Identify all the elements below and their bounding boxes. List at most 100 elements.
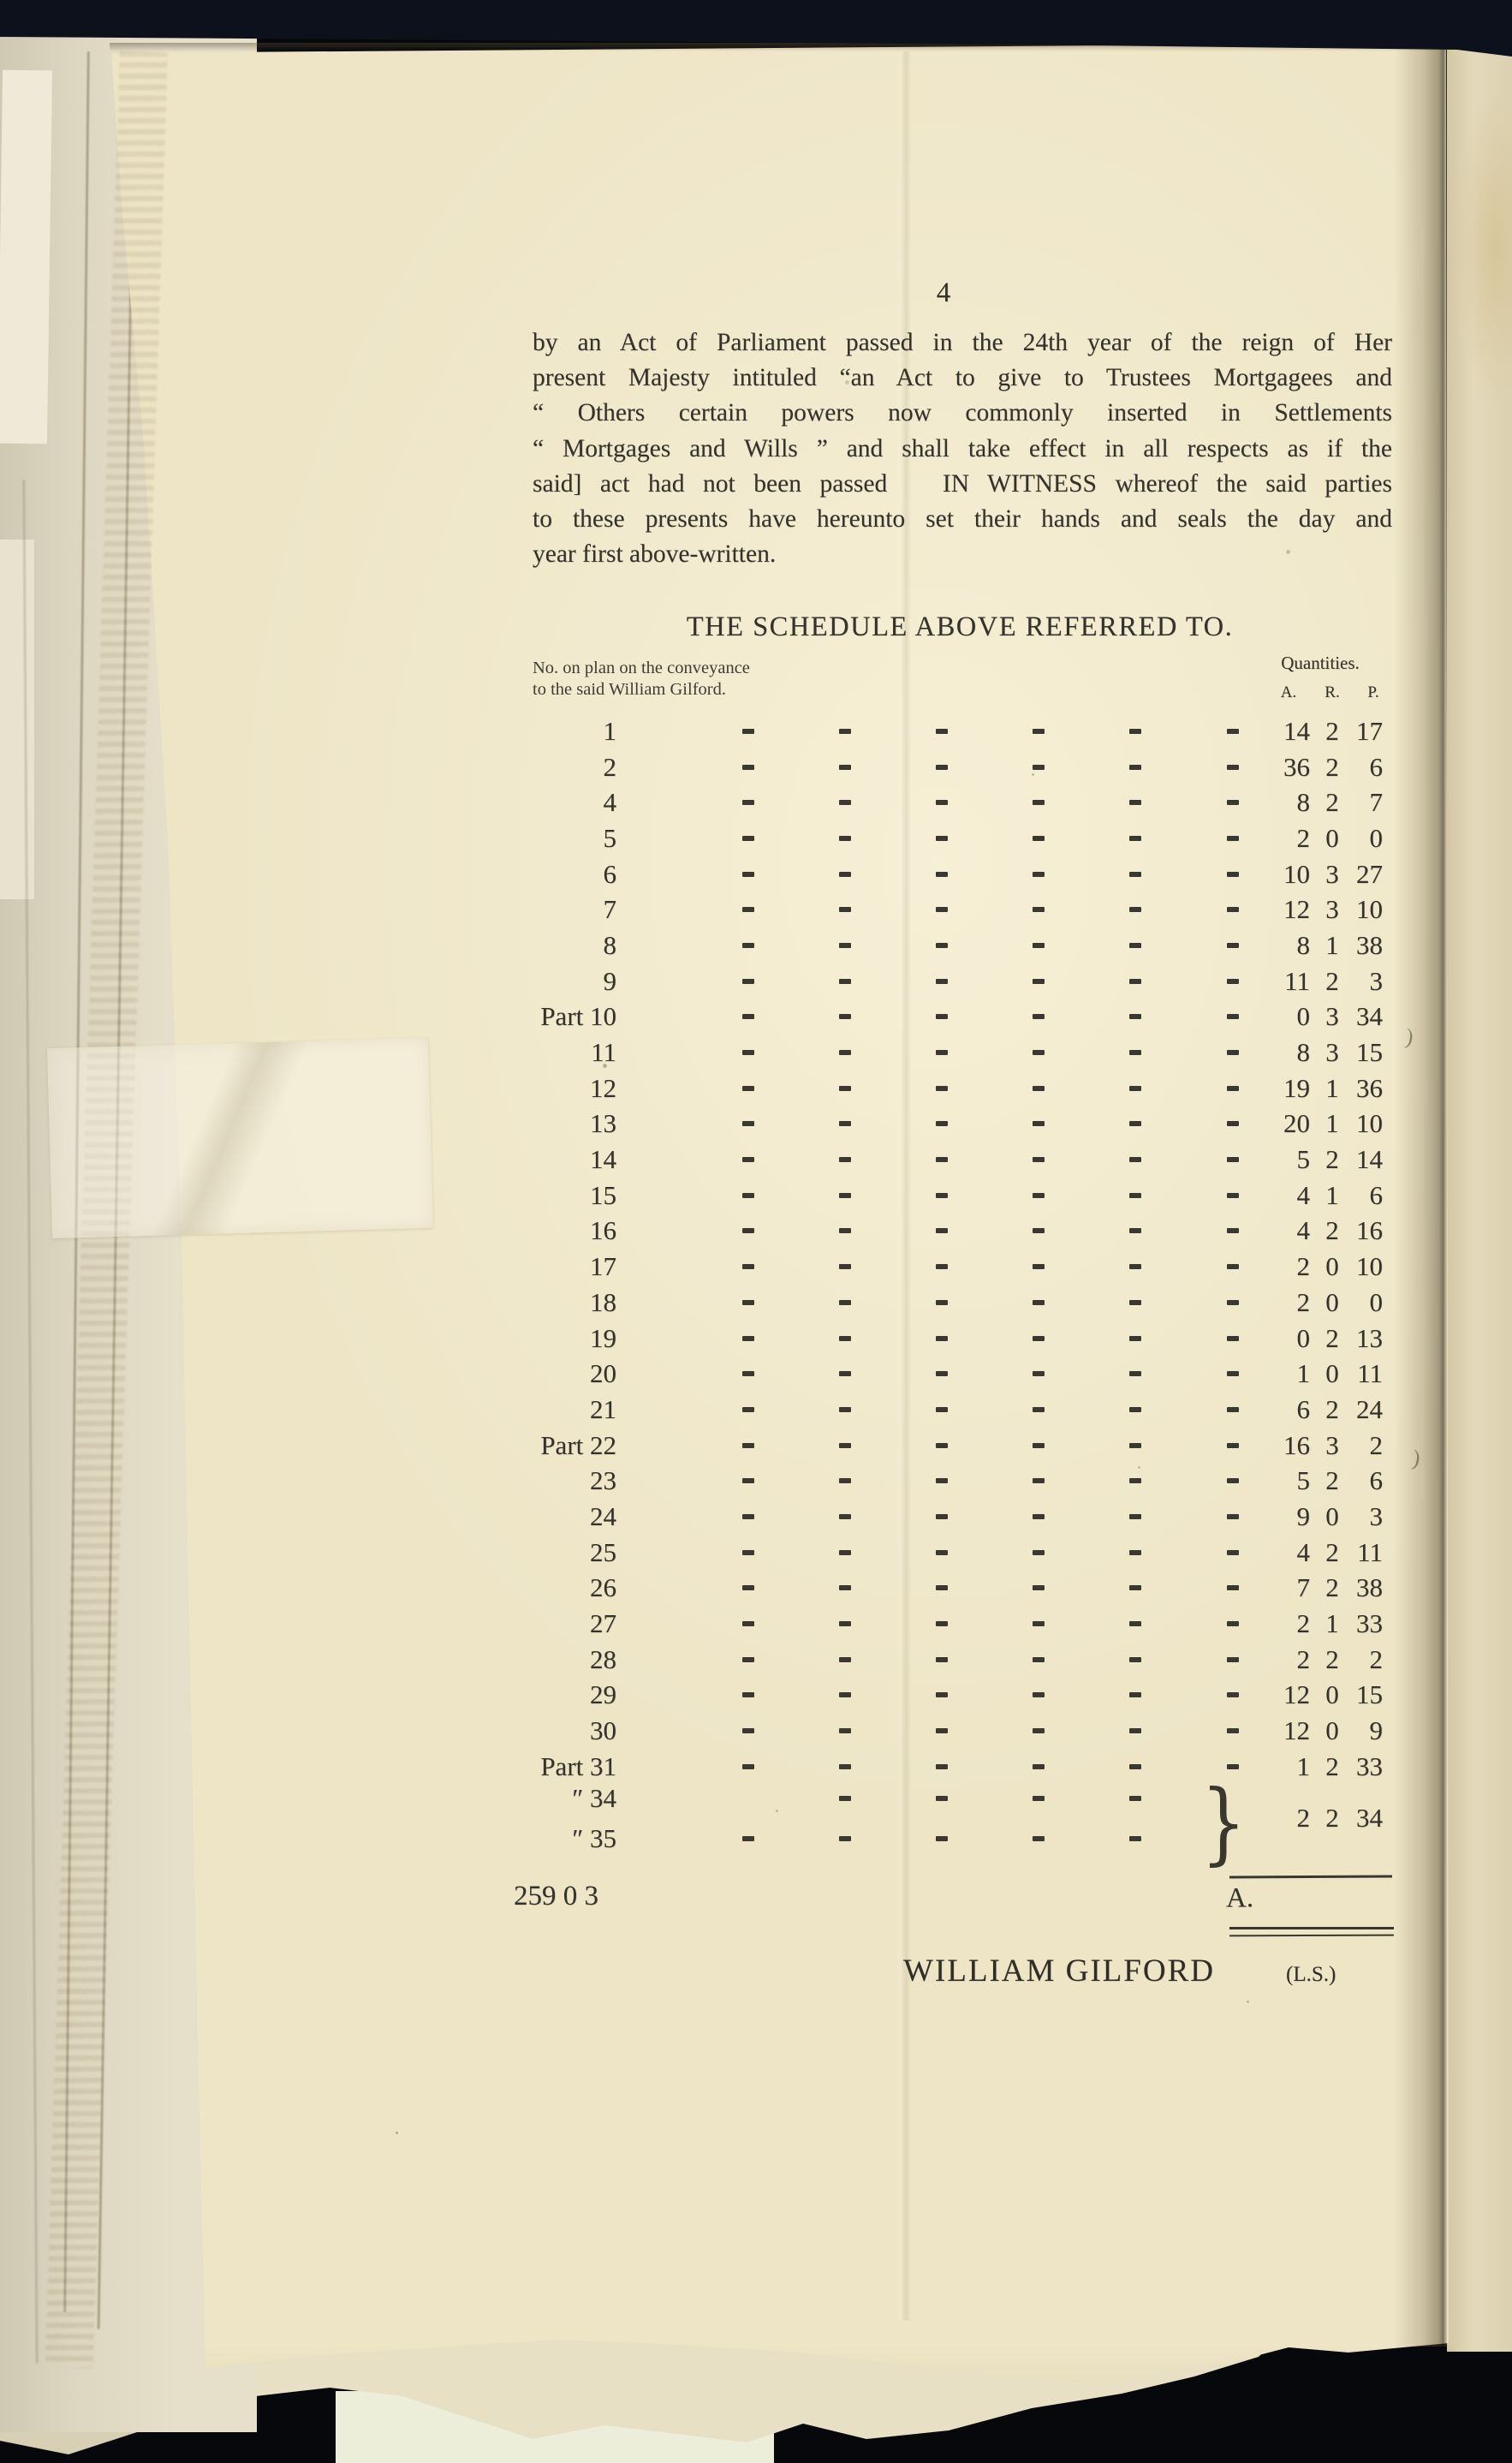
dash-leader: [936, 800, 948, 806]
dash-leader: [1033, 1728, 1045, 1734]
dash-leader: [936, 1228, 948, 1234]
dash-leader: [1033, 1014, 1045, 1020]
quantity-acres: 8: [1296, 1037, 1311, 1068]
dash-leader: [1129, 1121, 1141, 1127]
dash-leader: [1129, 1585, 1141, 1591]
schedule-row: 20 1 0 11: [514, 1356, 1396, 1392]
dash-leader: [742, 1121, 754, 1127]
schedule-row: 23 5 2 6: [514, 1463, 1396, 1499]
schedule-row: 13 20 1 10: [514, 1106, 1396, 1142]
dash-leader: [839, 764, 851, 770]
quantity-acres: 8: [1296, 787, 1311, 818]
dash-leader: [1033, 1549, 1045, 1555]
dash-leader: [839, 1763, 851, 1769]
schedule-row: 29 12 0 15: [514, 1678, 1396, 1714]
dash-leader: [742, 1513, 754, 1519]
schedule-row: 16 4 2 16: [514, 1214, 1396, 1249]
quantity-acres: 7: [1296, 1572, 1311, 1603]
quantity-perches: 2: [1369, 1643, 1384, 1674]
dash-leader: [1129, 907, 1141, 913]
total-row: A. 259 0 3: [514, 1881, 1396, 1917]
quantity-roods: 0: [1325, 1358, 1339, 1389]
plan-number: 13: [590, 1108, 616, 1139]
schedule-row: 8 8 1 38: [514, 927, 1396, 963]
dash-leader: [839, 1442, 851, 1448]
dash-leader: [936, 1192, 948, 1198]
dash-leader: [936, 728, 948, 734]
plan-number: 26: [590, 1572, 616, 1603]
dash-leader: [742, 978, 754, 984]
quantity-acres: 2: [1296, 822, 1311, 853]
plan-number: 4: [603, 787, 617, 818]
dash-leader: [839, 1656, 851, 1662]
quantity-perches: 6: [1369, 1465, 1384, 1496]
dash-leader: [1033, 1692, 1045, 1698]
dash-leader: [839, 1621, 851, 1627]
dash-leader: [1129, 1728, 1141, 1734]
total-roods: 0: [563, 1881, 578, 1911]
dash-leader: [1227, 1478, 1239, 1484]
dash-leader: [1033, 907, 1045, 913]
dash-leader: [936, 1656, 948, 1662]
schedule-row: 26 7 2 38: [514, 1571, 1396, 1607]
dash-leader: [1033, 1192, 1045, 1198]
quantity-acres: 20: [1283, 1108, 1310, 1139]
dash-leader: [742, 1406, 754, 1412]
left-page-edge-strip: [0, 540, 34, 899]
dash-leader: [1129, 1228, 1141, 1234]
schedule-row: 25 4 2 11: [514, 1535, 1396, 1571]
plan-number: 11: [591, 1037, 616, 1068]
quantity-roods: 0: [1325, 1251, 1339, 1282]
quantity-perches: 6: [1369, 751, 1384, 782]
plan-number: 8: [603, 929, 617, 960]
dash-leader: [742, 1371, 754, 1377]
dash-leader: [839, 1085, 851, 1091]
dash-leader: [839, 978, 851, 984]
center-fold-line: [896, 51, 911, 2321]
dash-leader: [1227, 1014, 1239, 1020]
dash-leader: [1033, 1796, 1045, 1802]
quantity-roods: 2: [1325, 1144, 1339, 1175]
dash-leader: [936, 1050, 948, 1056]
quantity-perches: 9: [1369, 1715, 1384, 1746]
dash-leader: [936, 1585, 948, 1591]
dash-leader: [1033, 1157, 1045, 1163]
plan-number: 14: [590, 1144, 616, 1175]
dash-leader: [1227, 1656, 1239, 1662]
quantity-acres: 0: [1296, 1322, 1311, 1353]
dash-leader: [742, 1763, 754, 1769]
quantity-roods: 2: [1325, 1572, 1339, 1603]
dash-leader: [1227, 1264, 1239, 1270]
plan-number: 1: [603, 715, 617, 746]
quantity-perches: 33: [1356, 1750, 1383, 1781]
quantity-perches: 24: [1356, 1393, 1383, 1424]
dash-leader: [839, 1728, 851, 1734]
dash-leader: [1227, 1513, 1239, 1519]
dash-leader: [1227, 1371, 1239, 1377]
quantity-perches: 10: [1356, 1108, 1383, 1139]
dash-leader: [742, 1264, 754, 1270]
paragraph-line: “ Others certain powers now commonly ins…: [533, 399, 1392, 427]
dash-leader: [839, 1299, 851, 1305]
plan-number: 12: [590, 1072, 616, 1103]
quantity-acres: 0: [1296, 1001, 1311, 1032]
dash-leader: [936, 1621, 948, 1627]
schedule-row: ″ 35: [514, 1813, 1396, 1864]
quantity-roods: 3: [1325, 894, 1339, 925]
schedule-title: THE SCHEDULE ABOVE REFERRED TO.: [686, 611, 1234, 642]
schedule-row: Part 10 0 3 34: [514, 999, 1396, 1035]
dash-leader: [936, 1442, 948, 1448]
dash-leader: [1033, 1513, 1045, 1519]
quantity-roods: 2: [1325, 751, 1339, 782]
quantity-roods: 1: [1325, 1179, 1339, 1210]
dash-leader: [742, 1442, 754, 1448]
plan-number: 29: [590, 1679, 616, 1710]
dash-leader: [936, 978, 948, 984]
quantity-roods: 2: [1325, 1465, 1339, 1496]
dash-leader: [1129, 1763, 1141, 1769]
dash-leader: [839, 835, 851, 841]
dash-leader: [742, 942, 754, 948]
dash-leader: [1033, 1621, 1045, 1627]
